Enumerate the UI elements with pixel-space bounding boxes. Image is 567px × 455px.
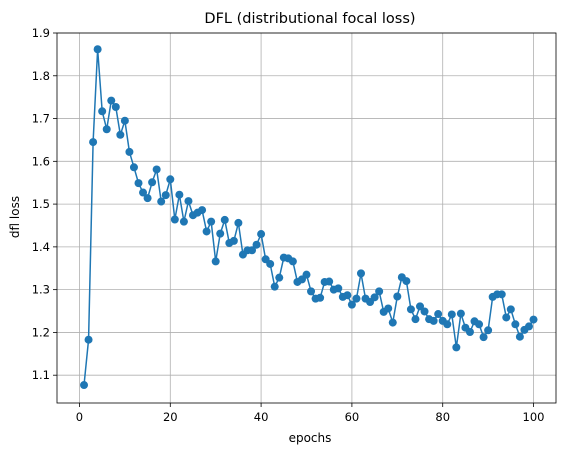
data-point (152, 165, 161, 174)
data-point (161, 191, 170, 200)
data-point (98, 107, 107, 116)
y-tick-label: 1.9 (32, 26, 50, 40)
data-point (515, 332, 524, 341)
data-point (170, 215, 179, 224)
series-group (80, 45, 538, 390)
x-tick-label: 60 (345, 410, 360, 424)
data-point (107, 96, 116, 105)
data-point (288, 257, 297, 266)
x-tick-label: 0 (76, 410, 83, 424)
data-point (93, 45, 102, 54)
data-point (356, 269, 365, 278)
data-point (502, 313, 511, 322)
x-axis-ticks: 0 20 40 60 80 100 (76, 403, 545, 424)
data-point (465, 327, 474, 336)
data-point (352, 294, 361, 303)
data-point (198, 206, 207, 215)
data-point (134, 179, 143, 188)
data-point (139, 188, 148, 197)
data-point (529, 315, 538, 324)
data-point (175, 190, 184, 199)
data-point (416, 302, 425, 311)
x-tick-label: 40 (254, 410, 269, 424)
data-point (347, 300, 356, 309)
y-tick-label: 1.4 (32, 240, 50, 254)
data-point (475, 320, 484, 329)
data-point (370, 293, 379, 302)
series-line (83, 48, 535, 386)
data-point (166, 175, 175, 184)
data-point (234, 218, 243, 227)
data-point (248, 246, 257, 255)
chart-title: DFL (distributional focal loss) (204, 11, 415, 27)
data-point (429, 316, 438, 325)
data-point (125, 147, 134, 156)
data-point (120, 116, 129, 125)
data-point (89, 138, 98, 147)
y-tick-label: 1.7 (32, 112, 50, 126)
data-point (129, 163, 138, 172)
data-point (157, 197, 166, 206)
data-point (179, 217, 188, 226)
data-point (393, 292, 402, 301)
data-point (484, 326, 493, 335)
data-point (229, 236, 238, 245)
data-point (375, 287, 384, 296)
data-point (316, 293, 325, 302)
data-point (402, 277, 411, 286)
data-point (511, 320, 520, 329)
data-point (497, 290, 506, 299)
data-point (84, 335, 93, 344)
data-point (456, 309, 465, 318)
data-point (343, 291, 352, 300)
data-point (143, 194, 152, 203)
data-point (207, 217, 216, 226)
data-point (80, 381, 89, 390)
data-point (102, 125, 111, 134)
data-point (479, 333, 488, 342)
data-point (411, 315, 420, 324)
data-point (506, 305, 515, 314)
data-point (334, 284, 343, 293)
x-tick-label: 20 (163, 410, 178, 424)
data-point (384, 304, 393, 313)
data-point (116, 130, 125, 139)
y-tick-label: 1.2 (32, 325, 50, 339)
x-tick-label: 100 (523, 410, 545, 424)
data-point (252, 240, 261, 249)
y-tick-label: 1.8 (32, 69, 50, 83)
data-point (216, 229, 225, 238)
data-point (443, 320, 452, 329)
data-point (388, 318, 397, 327)
data-point (270, 282, 279, 291)
y-tick-label: 1.6 (32, 154, 50, 168)
data-point (406, 305, 415, 314)
data-point (447, 310, 456, 319)
x-axis-label: epochs (289, 431, 332, 445)
data-point (220, 215, 229, 224)
data-point (307, 287, 316, 296)
data-point (148, 178, 157, 187)
data-point (275, 273, 284, 282)
data-point (211, 257, 220, 266)
y-tick-label: 1.1 (32, 368, 50, 382)
y-axis-label: dfl loss (8, 196, 22, 238)
y-axis-ticks: 1.1 1.2 1.3 1.4 1.5 1.6 1.7 1.8 1.9 (32, 26, 57, 382)
data-point (257, 230, 266, 239)
data-point (524, 322, 533, 331)
data-point (325, 277, 334, 286)
data-point (434, 310, 443, 319)
x-tick-label: 80 (435, 410, 450, 424)
data-point (266, 259, 275, 268)
data-point (420, 307, 429, 316)
plot-frame (56, 32, 557, 404)
data-point (302, 270, 311, 279)
data-point (202, 227, 211, 236)
data-point (184, 197, 193, 206)
data-point (111, 103, 120, 111)
y-tick-label: 1.5 (32, 197, 50, 211)
data-point (452, 343, 461, 352)
y-tick-label: 1.3 (32, 283, 50, 297)
